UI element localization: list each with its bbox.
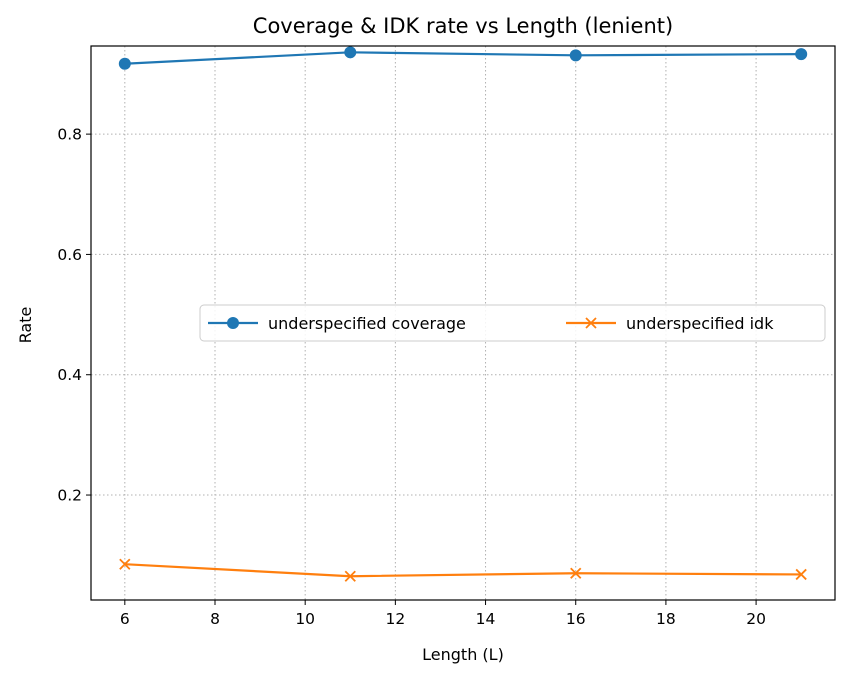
legend: underspecified coverage underspecified i…: [199, 304, 826, 342]
legend-x-glyph: [585, 317, 597, 329]
series-line-0: [124, 51, 802, 65]
series-line-1: [124, 563, 802, 578]
y-tick-label: 0.8: [57, 126, 82, 144]
chart-title: Coverage & IDK rate vs Length (lenient): [253, 14, 673, 38]
x-tick-label: 16: [566, 610, 586, 628]
x-tick-label: 12: [385, 610, 405, 628]
data-point-x: [795, 568, 807, 581]
legend-marker-idk: [585, 317, 597, 329]
legend-marker-coverage: [227, 317, 239, 329]
x-axis-label: Length (L): [422, 645, 504, 664]
x-stroke: [570, 567, 582, 579]
x-stroke: [344, 570, 356, 582]
data-point-x: [570, 567, 582, 579]
legend-label-idk: underspecified idk: [626, 314, 774, 333]
x-tick-label: 6: [120, 610, 130, 628]
y-axis-label: Rate: [16, 307, 35, 344]
legend-label-coverage: underspecified coverage: [268, 314, 466, 333]
data-point-circle: [118, 57, 131, 70]
x-tick-label: 14: [476, 610, 496, 628]
y-tick-label: 0.6: [57, 246, 82, 264]
data-point-circle: [569, 49, 582, 62]
legend-frame: [199, 304, 826, 342]
data-point-x: [119, 558, 131, 570]
x-tick-label: 8: [210, 610, 220, 628]
y-tick-label: 0.4: [57, 366, 82, 384]
x-stroke: [795, 568, 807, 581]
x-stroke: [585, 317, 597, 329]
x-stroke: [119, 558, 131, 570]
x-tick-label: 10: [295, 610, 315, 628]
data-point-x: [344, 570, 356, 582]
data-point-circle: [795, 48, 808, 61]
x-tick-label: 18: [656, 610, 676, 628]
data-point-circle: [344, 46, 357, 59]
x-tick-label: 20: [746, 610, 766, 628]
plot-frame: [90, 45, 836, 601]
series-layer: [118, 46, 808, 582]
y-tick-label: 0.2: [57, 487, 82, 505]
axis-ticks: 6 8 10 12 14 16 18 20 0.2 0.4 0.6 0.8: [57, 126, 766, 628]
